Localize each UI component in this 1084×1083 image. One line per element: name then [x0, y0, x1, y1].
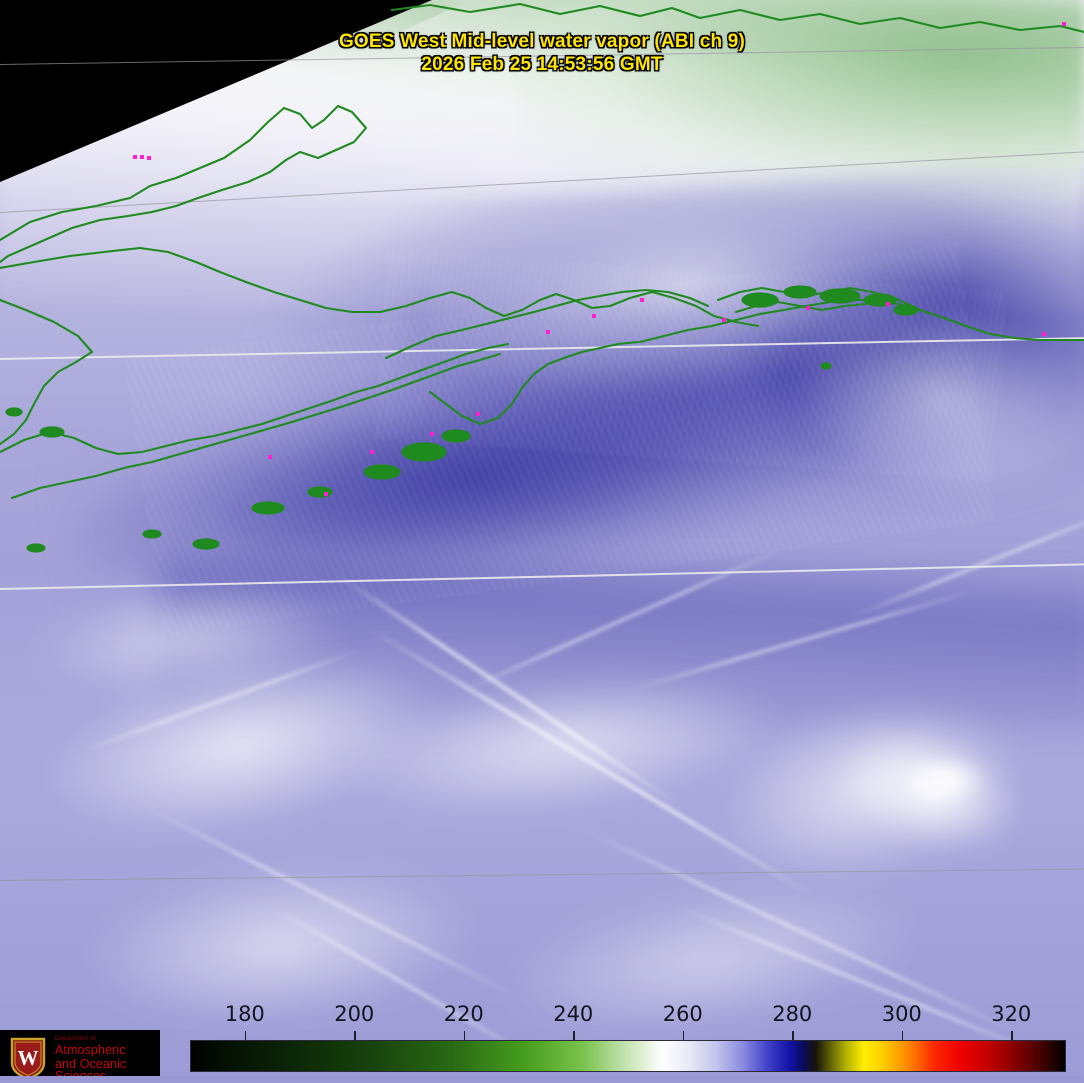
colorbar-gradient — [190, 1040, 1066, 1072]
logo-line-1: Atmospheric — [55, 1043, 126, 1057]
colorbar-tick-label: 220 — [443, 1002, 484, 1026]
colorbar-tick-label: 200 — [334, 1002, 375, 1026]
colorbar-tick — [901, 1031, 904, 1040]
colorbar-tick — [1011, 1031, 1013, 1040]
svg-text:W: W — [18, 1046, 39, 1070]
colorbar-tick — [682, 1031, 685, 1040]
colorbar-tick-label: 280 — [772, 1002, 813, 1026]
uw-crest-icon: W — [10, 1037, 46, 1079]
colorbar-tick-label: 240 — [553, 1002, 594, 1026]
colorbar-tick — [244, 1031, 247, 1040]
title-line-2: 2026 Feb 25 14:53:56 GMT — [421, 54, 663, 75]
colorbar-tick — [354, 1031, 356, 1040]
colorbar-tick — [463, 1031, 466, 1040]
colorbar-tick-label: 260 — [662, 1002, 703, 1026]
logo-department-label: Department of — [55, 1036, 96, 1042]
bottom-strip — [0, 1076, 1084, 1083]
uw-aos-logo: W Department of Atmospheric and Oceanic … — [0, 1030, 160, 1083]
colorbar-tick-label: 180 — [224, 1002, 265, 1026]
colorbar-tick-label: 320 — [991, 1002, 1032, 1026]
title-line-1: GOES West Mid-level water vapor (ABI ch … — [338, 31, 746, 52]
image-title: GOES West Mid-level water vapor (ABI ch … — [0, 30, 1084, 76]
cirrus-bright-core — [885, 745, 1005, 815]
colorbar[interactable]: 180 200 220 240 260 280 300 320 — [190, 1004, 1066, 1072]
colorbar-tick — [573, 1031, 575, 1040]
colorbar-tick — [792, 1031, 794, 1040]
colorbar-tick-label: 300 — [881, 1002, 922, 1026]
